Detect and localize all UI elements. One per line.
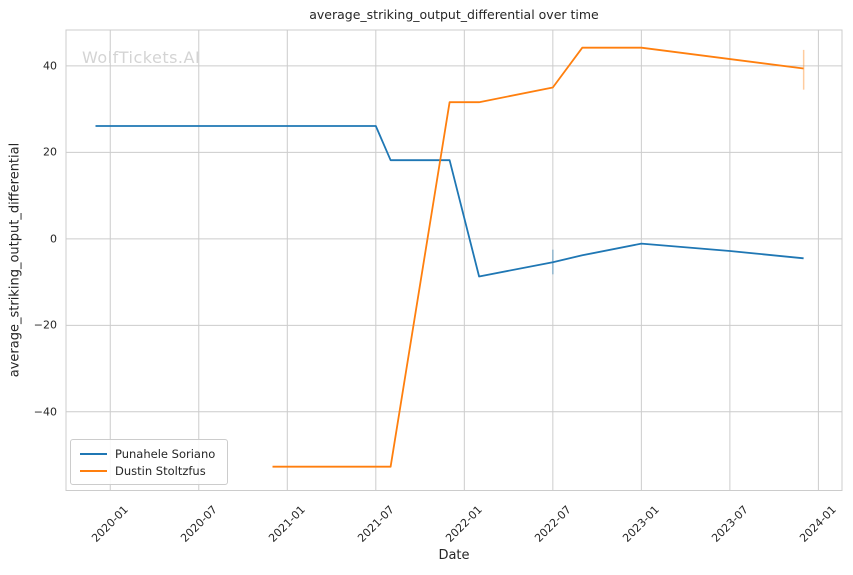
legend-item-dustin-stoltzfus: Dustin Stoltzfus: [80, 462, 215, 479]
plot-border: [65, 29, 843, 491]
legend: Punahele Soriano Dustin Stoltzfus: [70, 439, 229, 485]
chart-title: average_striking_output_differential ove…: [309, 7, 599, 22]
legend-line-swatch-blue: [80, 452, 107, 455]
series-line-dustin-stoltzfus: [272, 46, 804, 468]
y-tick-label: −40: [33, 405, 57, 419]
series-line-punahele-soriano: [95, 125, 804, 278]
watermark: WolfTickets.AI: [82, 48, 201, 67]
x-axis-label: Date: [438, 548, 470, 563]
legend-label: Punahele Soriano: [115, 446, 216, 461]
y-tick-label: −20: [33, 318, 57, 332]
y-axis-label: average_striking_output_differential: [7, 142, 23, 378]
y-tick-label: 0: [50, 232, 57, 246]
legend-item-punahele-soriano: Punahele Soriano: [80, 445, 215, 462]
legend-label: Dustin Stoltzfus: [115, 463, 206, 478]
y-tick-label: 40: [43, 59, 57, 73]
y-tick-label: 20: [43, 145, 57, 159]
legend-line-swatch-orange: [80, 469, 107, 472]
